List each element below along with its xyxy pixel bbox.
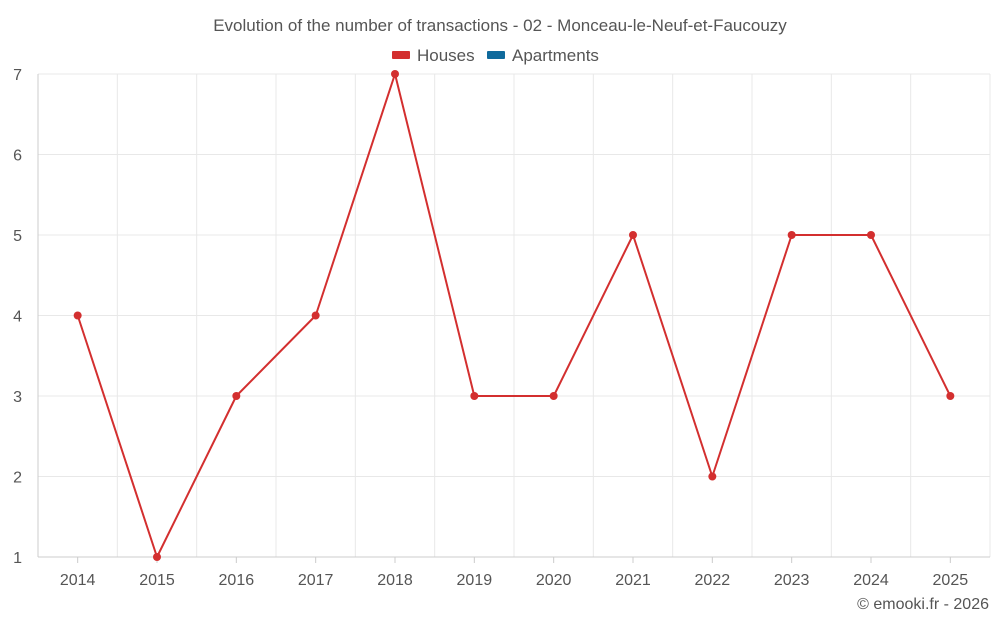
legend-swatch-houses (392, 51, 410, 59)
data-point-houses[interactable] (629, 231, 637, 239)
legend: Houses Apartments (392, 46, 599, 65)
data-point-houses[interactable] (787, 231, 796, 239)
data-point-houses[interactable] (708, 472, 717, 481)
y-tick-label: 6 (13, 148, 22, 165)
x-tick-label: 2017 (298, 572, 334, 589)
y-tick-label: 2 (13, 470, 22, 487)
y-tick-label: 1 (13, 550, 22, 567)
axes (37, 74, 990, 563)
x-tick-label: 2014 (60, 572, 96, 589)
legend-label-houses: Houses (417, 46, 475, 65)
y-tick-label: 4 (13, 309, 22, 326)
legend-item-apartments[interactable]: Apartments (487, 46, 599, 65)
x-tick-label: 2016 (219, 572, 255, 589)
y-tick-label: 3 (13, 389, 22, 406)
x-tick-label: 2019 (457, 572, 493, 589)
series-line-houses (76, 73, 952, 558)
x-tick-label: 2018 (377, 572, 413, 589)
y-tick-label: 7 (13, 67, 22, 84)
data-point-houses[interactable] (311, 311, 320, 320)
y-axis-ticks: 1 2 3 4 5 6 7 (13, 67, 22, 567)
x-tick-label: 2021 (615, 572, 651, 589)
data-point-houses[interactable] (946, 392, 955, 400)
legend-swatch-apartments (487, 51, 505, 59)
data-point-houses[interactable] (470, 392, 479, 400)
data-point-houses[interactable] (153, 553, 161, 561)
series-layer (73, 70, 955, 561)
y-tick-label: 5 (13, 228, 22, 245)
x-axis-ticks: 2014 2015 2016 2017 2018 2019 2020 2021 2022 2023… (60, 572, 968, 589)
data-point-houses[interactable] (391, 70, 399, 78)
credit-text: © emooki.fr - 2026 (857, 596, 989, 613)
x-tick-label: 2020 (536, 572, 572, 589)
x-tick-label: 2024 (853, 572, 889, 589)
data-point-houses[interactable] (232, 392, 241, 400)
chart-title: Evolution of the number of transactions … (213, 16, 787, 35)
data-point-houses[interactable] (549, 392, 558, 400)
x-tick-label: 2025 (933, 572, 969, 589)
x-tick-label: 2015 (139, 572, 175, 589)
legend-label-apartments: Apartments (512, 46, 599, 65)
data-point-houses[interactable] (867, 231, 875, 239)
data-point-houses[interactable] (73, 311, 82, 320)
legend-item-houses[interactable]: Houses (392, 46, 475, 65)
x-tick-label: 2022 (695, 572, 731, 589)
grid (38, 73, 991, 557)
x-tick-label: 2023 (774, 572, 810, 589)
